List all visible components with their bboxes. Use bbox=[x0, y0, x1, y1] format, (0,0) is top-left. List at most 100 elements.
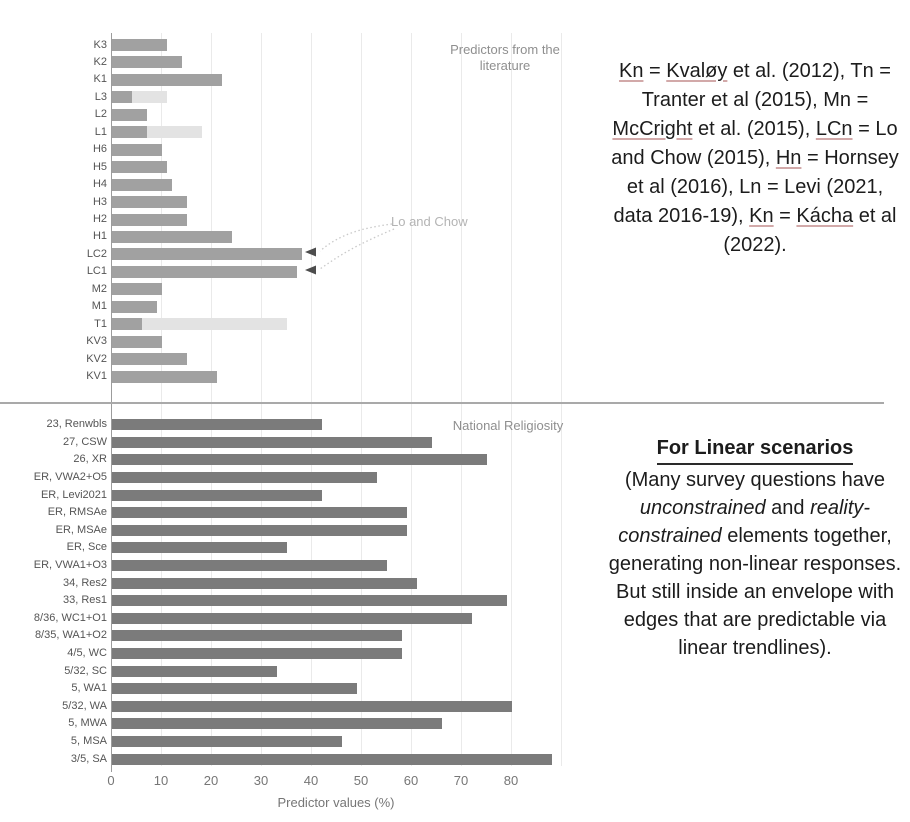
bar-label: ER, MSAe bbox=[55, 523, 107, 536]
literature-key-note: Kn = Kvaløy et al. (2012), Tn = Tranter … bbox=[606, 57, 904, 260]
bar-label: 4/5, WC bbox=[67, 647, 107, 660]
bar bbox=[112, 283, 162, 296]
bar-row: L3 bbox=[0, 89, 575, 106]
note-text: et al (2022). bbox=[723, 205, 897, 256]
bar-label: 34, Res2 bbox=[62, 576, 107, 589]
annotation-curve-lc1 bbox=[319, 228, 395, 270]
bar-label: K1 bbox=[93, 73, 107, 86]
bar-row: H1 bbox=[0, 228, 575, 245]
bar bbox=[112, 213, 187, 226]
italic-term: reality-constrained bbox=[618, 497, 871, 547]
bar-label: 5/32, WA bbox=[62, 699, 107, 712]
bar-label: 26, XR bbox=[73, 453, 107, 466]
bar-row: ER, VWA2+O5 bbox=[0, 469, 575, 487]
bar-row: M2 bbox=[0, 281, 575, 298]
bar bbox=[112, 230, 232, 243]
linear-scenarios-body: (Many survey questions have unconstraine… bbox=[606, 466, 904, 662]
annotation-arrows bbox=[305, 223, 395, 275]
underlined-term: Kácha bbox=[796, 205, 854, 227]
gridline bbox=[511, 404, 512, 766]
bar bbox=[112, 143, 162, 156]
bar bbox=[112, 108, 147, 121]
bar bbox=[112, 560, 387, 572]
bar-label: T1 bbox=[94, 317, 107, 330]
bar bbox=[112, 648, 402, 660]
bar-row: K3 bbox=[0, 36, 575, 53]
bar bbox=[112, 300, 157, 313]
bar-label: 5/32, SC bbox=[64, 664, 107, 677]
bar-label: L3 bbox=[94, 90, 107, 103]
bar-row: 5/32, WA bbox=[0, 698, 575, 716]
bar-label: H3 bbox=[92, 195, 107, 208]
gridline bbox=[261, 33, 262, 402]
bar bbox=[112, 318, 142, 331]
bar-row: H3 bbox=[0, 193, 575, 210]
gridline bbox=[311, 33, 312, 402]
bar-row: L1 bbox=[0, 124, 575, 141]
note-text: et al. (2015), bbox=[692, 118, 816, 140]
bar-row: ER, MSAe bbox=[0, 522, 575, 540]
bar-label: H6 bbox=[92, 143, 107, 156]
bar bbox=[112, 718, 442, 730]
bar-light-extension bbox=[142, 318, 287, 331]
bar bbox=[112, 161, 167, 174]
bar-row: LC2 bbox=[0, 246, 575, 263]
x-tick-label: 10 bbox=[153, 773, 169, 788]
underlined-term: Kn bbox=[749, 205, 774, 227]
arrowhead-lc1-icon bbox=[305, 265, 316, 275]
note-text: elements together, generating non-linear… bbox=[608, 525, 902, 659]
bar-row: 27, CSW bbox=[0, 434, 575, 452]
bar bbox=[112, 353, 187, 366]
bar-label: ER, Sce bbox=[66, 541, 107, 554]
linear-scenarios-note: For Linear scenarios (Many survey questi… bbox=[606, 434, 904, 662]
underlined-term: LCn bbox=[815, 118, 853, 140]
x-tick-label: 40 bbox=[303, 773, 319, 788]
bar bbox=[112, 665, 277, 677]
gridline bbox=[511, 33, 512, 402]
bar-row: 5, MWA bbox=[0, 715, 575, 733]
bar bbox=[112, 454, 487, 466]
bar bbox=[112, 91, 132, 104]
bar bbox=[112, 577, 417, 589]
bar-row: L2 bbox=[0, 106, 575, 123]
bar bbox=[112, 595, 507, 607]
bar bbox=[112, 683, 357, 695]
bar bbox=[112, 265, 297, 278]
bar-row: K2 bbox=[0, 54, 575, 71]
bar-row: 5, WA1 bbox=[0, 680, 575, 698]
bar-label: LC1 bbox=[86, 265, 107, 278]
x-tick-label: 50 bbox=[353, 773, 369, 788]
linear-scenarios-title: For Linear scenarios bbox=[656, 434, 854, 465]
underlined-term: McCright bbox=[612, 118, 693, 140]
note-text: = bbox=[773, 205, 797, 227]
bar-row: ER, Levi2021 bbox=[0, 486, 575, 504]
bar-row: T1 bbox=[0, 316, 575, 333]
bar-label: 33, Res1 bbox=[62, 594, 107, 607]
bar-row: 8/36, WC1+O1 bbox=[0, 610, 575, 628]
bar bbox=[112, 489, 322, 501]
bar bbox=[112, 700, 512, 712]
bar-row: H6 bbox=[0, 141, 575, 158]
bar-label: KV1 bbox=[86, 370, 107, 383]
bar bbox=[112, 436, 432, 448]
bar-label: L1 bbox=[94, 125, 107, 138]
bar-row: M1 bbox=[0, 298, 575, 315]
bar-row: KV2 bbox=[0, 350, 575, 367]
bar bbox=[112, 736, 342, 748]
bar bbox=[112, 196, 187, 209]
note-text: = Hornsey et al (2016), Ln = Levi (2021,… bbox=[613, 147, 899, 227]
bar-row: H2 bbox=[0, 211, 575, 228]
bar-label: L2 bbox=[94, 108, 107, 121]
x-tick-label: 80 bbox=[503, 773, 519, 788]
bar-label: 5, MWA bbox=[68, 717, 107, 730]
bar-label: 23, Renwbls bbox=[46, 418, 107, 431]
underlined-term: Kn bbox=[618, 60, 644, 82]
bar-row: KV1 bbox=[0, 368, 575, 385]
underlined-term: Kvaløy bbox=[666, 60, 728, 82]
bar-label: 5, MSA bbox=[70, 735, 107, 748]
bar bbox=[112, 248, 302, 261]
underlined-term: Hn bbox=[775, 147, 802, 169]
note-text: et al. (2012), Tn = Tranter et al (2015)… bbox=[641, 60, 891, 111]
x-tick-label: 0 bbox=[107, 773, 115, 788]
bar-label: H1 bbox=[92, 230, 107, 243]
